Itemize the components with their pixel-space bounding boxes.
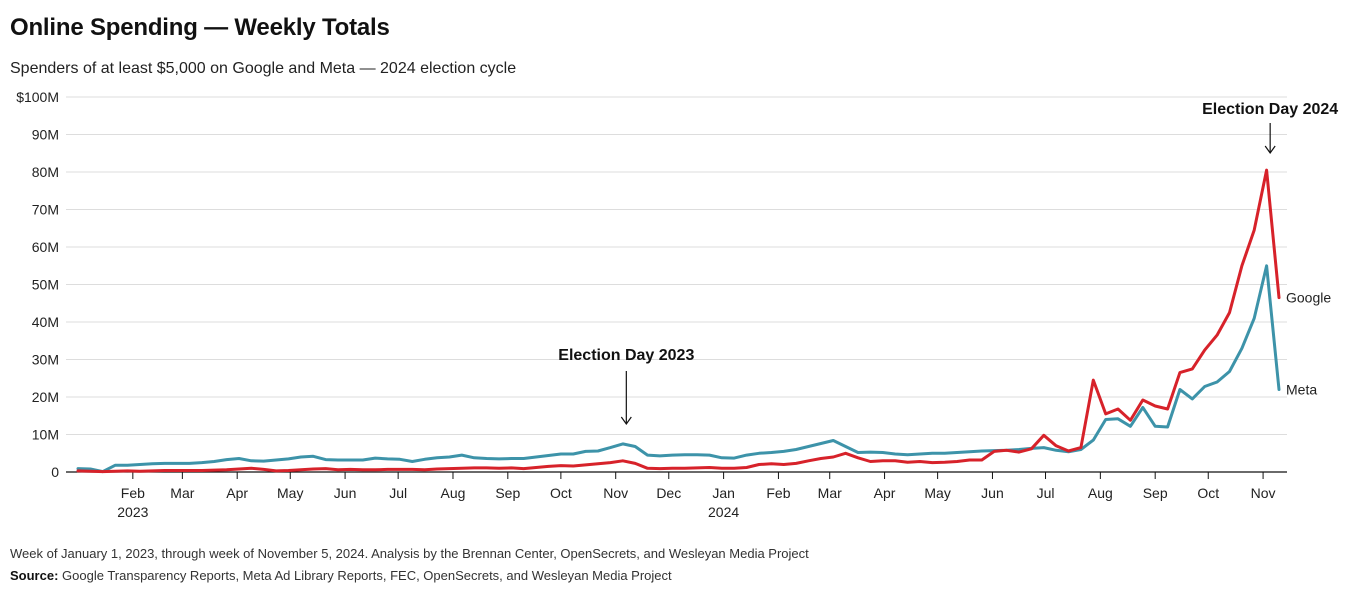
x-tick-label: Jan xyxy=(712,485,735,501)
x-tick-label: Apr xyxy=(226,485,248,501)
y-tick-label: 20M xyxy=(32,389,59,405)
footnote: Week of January 1, 2023, through week of… xyxy=(10,546,809,561)
x-tick-label: Mar xyxy=(818,485,842,501)
y-tick-label: 30M xyxy=(32,352,59,368)
series-line-google xyxy=(76,168,1281,474)
series-line-meta xyxy=(76,264,1281,474)
annotation-label: Election Day 2024 xyxy=(1202,101,1338,118)
x-tick-label: Mar xyxy=(170,485,194,501)
x-tick-label: Nov xyxy=(603,485,628,501)
x-tick-label: Sep xyxy=(1143,485,1168,501)
y-tick-label: $100M xyxy=(16,89,59,105)
series-lines: Meta Google xyxy=(76,168,1331,474)
x-tick-label: Dec xyxy=(656,485,681,501)
gridlines xyxy=(66,96,1287,473)
y-tick-label: 0 xyxy=(51,464,59,480)
source-text: Google Transparency Reports, Meta Ad Lib… xyxy=(62,568,672,583)
annotations: Election Day 2023 Election Day 2024 xyxy=(558,101,1338,426)
annotation-label: Election Day 2023 xyxy=(558,347,694,364)
y-axis-ticks: 0 10M 20M 30M 40M 50M 60M 70M 80M 90M $100M xyxy=(16,89,59,480)
x-tick-label: Oct xyxy=(1197,485,1219,501)
y-tick-label: 70M xyxy=(32,202,59,218)
x-tick-label: Feb xyxy=(766,485,790,501)
series-label-meta: Meta xyxy=(1286,382,1317,398)
x-tick-year-label: 2023 xyxy=(117,504,148,520)
series-label-google: Google xyxy=(1286,290,1331,306)
x-tick-label: Jul xyxy=(389,485,407,501)
y-tick-label: 60M xyxy=(32,239,59,255)
y-tick-label: 10M xyxy=(32,427,59,443)
chart-title: Online Spending — Weekly Totals xyxy=(10,14,390,41)
source-label: Source: xyxy=(10,568,59,583)
y-tick-label: 80M xyxy=(32,164,59,180)
x-tick-label: Jun xyxy=(981,485,1004,501)
x-tick-year-label: 2024 xyxy=(708,504,739,520)
x-tick-label: May xyxy=(277,485,303,501)
x-tick-label: Sep xyxy=(495,485,520,501)
annotation-arrow-head xyxy=(620,416,632,426)
chart-subtitle: Spenders of at least $5,000 on Google an… xyxy=(10,60,517,77)
x-tick-label: Jul xyxy=(1037,485,1055,501)
x-tick-label: Aug xyxy=(1088,485,1113,501)
x-tick-label: May xyxy=(924,485,950,501)
x-tick-label: Oct xyxy=(550,485,572,501)
x-axis-ticks: Feb 2023 Mar Apr May Jun Jul Aug Sep Oct Nov Dec Jan… xyxy=(117,472,1276,520)
y-tick-label: 50M xyxy=(32,277,59,293)
annotation-arrow-head xyxy=(1264,145,1276,155)
y-tick-label: 40M xyxy=(32,314,59,330)
source-line: Source: Google Transparency Reports, Met… xyxy=(10,568,672,583)
x-tick-label: Apr xyxy=(874,485,896,501)
x-tick-label: Feb xyxy=(121,485,145,501)
x-tick-label: Nov xyxy=(1251,485,1276,501)
line-chart: 0 10M 20M 30M 40M 50M 60M 70M 80M 90M $100M Feb 202… xyxy=(16,89,1338,520)
x-tick-label: Jun xyxy=(334,485,357,501)
x-tick-label: Aug xyxy=(441,485,466,501)
y-tick-label: 90M xyxy=(32,127,59,143)
